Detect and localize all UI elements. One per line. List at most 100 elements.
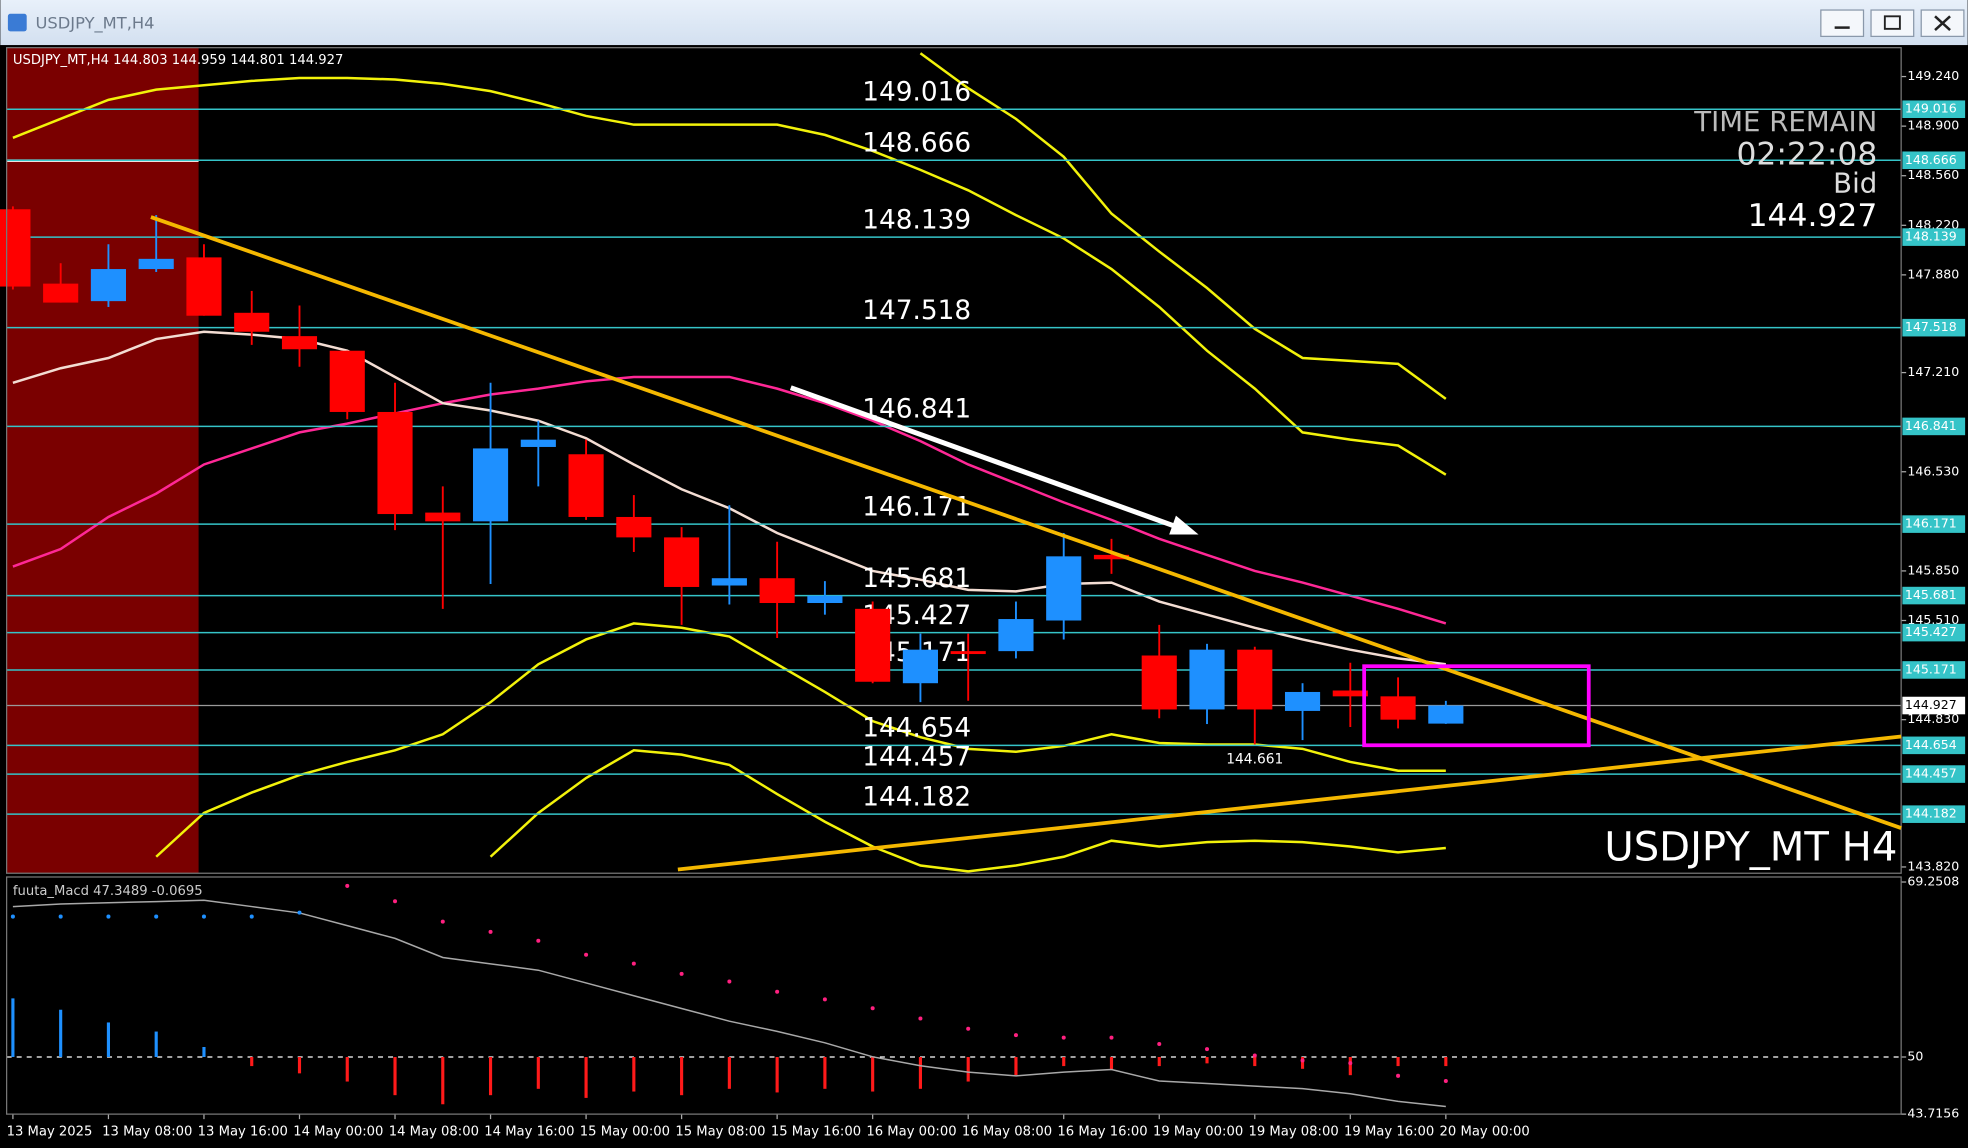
candle-body [1093, 554, 1130, 560]
time-remain-value: 02:22:08 [1736, 137, 1877, 173]
signal-dot [345, 883, 350, 888]
close-readout: 144.927 [289, 53, 343, 68]
level-tag [1902, 586, 1966, 605]
bid-tag-label: 144.927 [1905, 697, 1957, 712]
price-frame [6, 47, 1902, 874]
level-tag [1902, 318, 1966, 337]
indicator-readout: 47.3489 [93, 884, 147, 899]
close-icon [1934, 15, 1951, 32]
y-tick-label: 147.880 [1907, 266, 1959, 281]
bid-label: Bid [1833, 166, 1877, 199]
signal-dot [1061, 1035, 1066, 1040]
level-tag [1902, 417, 1966, 436]
y-tick-label: 146.530 [1907, 463, 1959, 478]
indicator-title: fuuta_Macd 47.3489 -0.0695 [13, 884, 203, 899]
indicator-readout: -0.0695 [152, 884, 203, 899]
arrow-head [1169, 515, 1199, 535]
level-tag-label: 144.182 [1905, 806, 1957, 821]
level-label: 148.666 [862, 128, 971, 158]
signal-dot [775, 989, 780, 994]
candle-body [186, 257, 222, 316]
high-readout: 144.959 [172, 53, 226, 68]
indicator-line [12, 76, 1447, 476]
bid-tag [1902, 696, 1966, 715]
indicator-line [12, 375, 1447, 625]
low-annotation: 144.661 [1226, 751, 1283, 767]
signal-dot [679, 971, 684, 976]
candle-body [568, 454, 604, 517]
trend-line [677, 734, 1902, 872]
candle-body [855, 608, 891, 682]
level-tag-label: 144.654 [1905, 737, 1957, 752]
candle-body [1332, 690, 1368, 697]
y-tick-label: 43.7156 [1907, 1106, 1959, 1121]
level-tag-label: 149.016 [1905, 101, 1957, 116]
signal-dot [822, 997, 827, 1002]
signal-dot [631, 961, 636, 966]
level-tag-label: 148.139 [1905, 229, 1957, 244]
signal-dot [1396, 1073, 1401, 1078]
x-tick-label: 15 May 08:00 [675, 1125, 765, 1140]
signal-dot [10, 914, 15, 919]
candle-body [1141, 655, 1177, 710]
level-label: 148.139 [862, 205, 971, 235]
trend-line [150, 215, 1902, 830]
level-tag-label: 147.518 [1905, 319, 1957, 334]
level-tag-label: 146.171 [1905, 516, 1957, 531]
symbol: USDJPY_MT,H4 [13, 53, 109, 68]
low-readout: 144.801 [230, 53, 284, 68]
signal-dot [58, 914, 63, 919]
level-label: 144.654 [862, 714, 971, 744]
candle-body [377, 411, 413, 515]
signal-dot [393, 899, 398, 904]
x-tick-label: 16 May 08:00 [962, 1125, 1052, 1140]
candle-body [43, 283, 79, 303]
candle-body [234, 312, 270, 332]
window-buttons[interactable] [1820, 9, 1965, 38]
x-tick-label: 14 May 08:00 [389, 1125, 479, 1140]
x-tick-label: 20 May 00:00 [1440, 1125, 1530, 1140]
x-tick-label: 19 May 08:00 [1249, 1125, 1339, 1140]
y-tick-label: 145.850 [1907, 562, 1959, 577]
level-tag [1902, 805, 1966, 823]
candle-body [425, 512, 461, 522]
x-tick-label: 14 May 16:00 [484, 1125, 574, 1140]
candle-body [138, 258, 174, 270]
y-tick-label: 50 [1907, 1049, 1923, 1064]
level-label: 147.518 [862, 296, 971, 326]
y-tick-label: 143.820 [1907, 858, 1959, 873]
y-tick-label: 147.210 [1907, 364, 1959, 379]
y-tick-label: 69.2508 [1907, 874, 1959, 889]
highlight-box [1362, 664, 1591, 748]
x-tick-label: 16 May 16:00 [1057, 1125, 1147, 1140]
indicator-line [919, 52, 1447, 400]
restore-button[interactable] [1870, 9, 1915, 38]
y-tick-label: 144.830 [1907, 711, 1959, 726]
level-tag [1902, 100, 1966, 119]
x-tick-label: 13 May 2025 [7, 1125, 93, 1140]
level-tag-label: 145.171 [1905, 661, 1957, 676]
session-shade [6, 47, 199, 874]
signal-dot [1443, 1078, 1448, 1084]
candle-body [664, 537, 700, 587]
y-tick-label: 145.510 [1907, 612, 1959, 627]
candle-body [616, 516, 652, 538]
signal-dot [536, 938, 541, 943]
signal-dot [1205, 1047, 1210, 1052]
level-tag-label: 146.841 [1905, 418, 1957, 433]
signal-dot [727, 979, 732, 984]
candle-body [1284, 691, 1321, 711]
level-tag-label: 148.666 [1905, 152, 1957, 167]
signal-dot [1252, 1053, 1257, 1058]
level-tag [1902, 661, 1966, 679]
candle-body [902, 649, 938, 684]
level-tag [1902, 515, 1966, 533]
candle-body [520, 439, 556, 447]
minimize-button[interactable] [1820, 9, 1865, 38]
candle-body [1428, 705, 1464, 724]
y-tick-label: 149.240 [1907, 68, 1959, 83]
candle-body [90, 269, 126, 302]
level-tag [1902, 765, 1966, 783]
x-tick-label: 19 May 16:00 [1344, 1125, 1434, 1140]
signal-dot [201, 914, 206, 919]
